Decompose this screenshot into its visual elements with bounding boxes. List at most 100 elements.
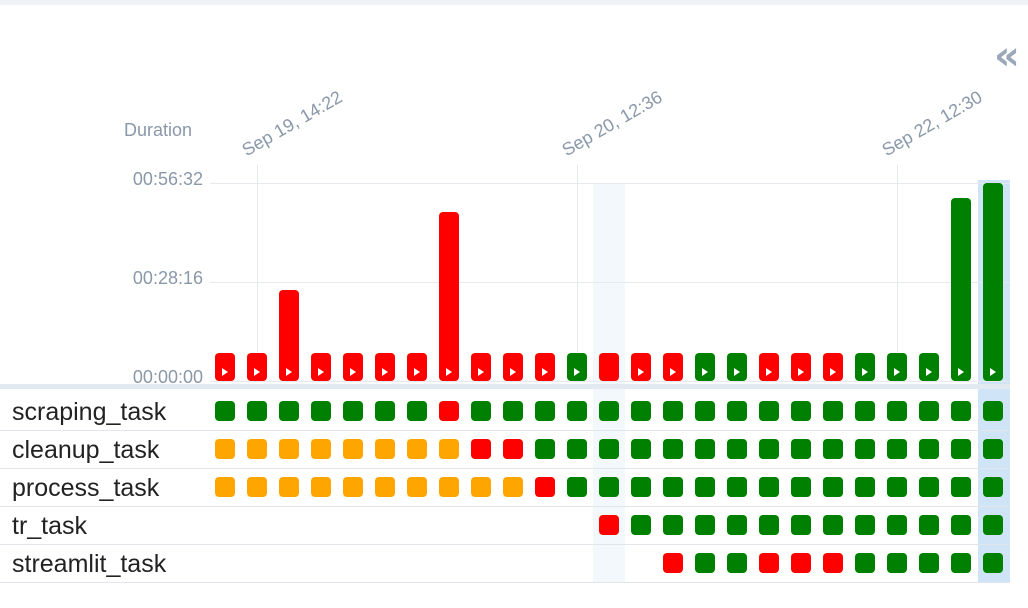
task-instance-cell[interactable] — [855, 515, 875, 535]
task-instance-cell[interactable] — [887, 477, 907, 497]
task-name-label[interactable]: cleanup_task — [12, 436, 160, 464]
task-instance-cell[interactable] — [919, 439, 939, 459]
task-instance-cell[interactable] — [855, 439, 875, 459]
task-instance-cell[interactable] — [887, 439, 907, 459]
task-instance-cell[interactable] — [471, 477, 491, 497]
task-instance-cell[interactable] — [663, 439, 683, 459]
task-instance-cell[interactable] — [407, 439, 427, 459]
task-instance-cell[interactable] — [919, 477, 939, 497]
task-instance-cell[interactable] — [887, 553, 907, 573]
run-bar[interactable] — [887, 353, 907, 381]
task-instance-cell[interactable] — [727, 439, 747, 459]
task-instance-cell[interactable] — [215, 439, 235, 459]
task-instance-cell[interactable] — [567, 401, 587, 421]
task-instance-cell[interactable] — [823, 477, 843, 497]
task-instance-cell[interactable] — [599, 477, 619, 497]
task-instance-cell[interactable] — [439, 401, 459, 421]
task-instance-cell[interactable] — [727, 515, 747, 535]
task-instance-cell[interactable] — [695, 553, 715, 573]
task-instance-cell[interactable] — [759, 477, 779, 497]
task-instance-cell[interactable] — [695, 515, 715, 535]
task-instance-cell[interactable] — [375, 477, 395, 497]
task-instance-cell[interactable] — [951, 439, 971, 459]
task-name-label[interactable]: tr_task — [12, 512, 88, 540]
task-instance-cell[interactable] — [695, 401, 715, 421]
task-instance-cell[interactable] — [631, 477, 651, 497]
task-instance-cell[interactable] — [759, 515, 779, 535]
run-bar[interactable] — [503, 353, 523, 381]
run-bar[interactable] — [535, 353, 555, 381]
task-instance-cell[interactable] — [727, 401, 747, 421]
run-bar[interactable] — [919, 353, 939, 381]
task-instance-cell[interactable] — [599, 439, 619, 459]
run-bar[interactable] — [759, 353, 779, 381]
task-instance-cell[interactable] — [791, 401, 811, 421]
task-instance-cell[interactable] — [695, 439, 715, 459]
task-instance-cell[interactable] — [631, 439, 651, 459]
task-instance-cell[interactable] — [311, 439, 331, 459]
task-instance-cell[interactable] — [631, 515, 651, 535]
run-bar[interactable] — [695, 353, 715, 381]
run-bar[interactable] — [375, 353, 395, 381]
task-instance-cell[interactable] — [279, 477, 299, 497]
task-instance-cell[interactable] — [503, 477, 523, 497]
task-instance-cell[interactable] — [823, 553, 843, 573]
task-instance-cell[interactable] — [343, 477, 363, 497]
task-instance-cell[interactable] — [791, 515, 811, 535]
task-instance-cell[interactable] — [215, 477, 235, 497]
run-bar[interactable] — [631, 353, 651, 381]
task-instance-cell[interactable] — [759, 401, 779, 421]
task-instance-cell[interactable] — [375, 439, 395, 459]
task-instance-cell[interactable] — [471, 439, 491, 459]
task-instance-cell[interactable] — [535, 439, 555, 459]
run-bar[interactable] — [215, 353, 235, 381]
task-instance-cell[interactable] — [983, 553, 1003, 573]
task-instance-cell[interactable] — [951, 515, 971, 535]
run-bar[interactable] — [343, 353, 363, 381]
run-bar[interactable] — [951, 198, 971, 381]
task-instance-cell[interactable] — [727, 553, 747, 573]
task-instance-cell[interactable] — [567, 477, 587, 497]
task-instance-cell[interactable] — [247, 477, 267, 497]
task-instance-cell[interactable] — [983, 477, 1003, 497]
task-instance-cell[interactable] — [951, 401, 971, 421]
task-instance-cell[interactable] — [823, 515, 843, 535]
task-instance-cell[interactable] — [503, 401, 523, 421]
task-instance-cell[interactable] — [439, 477, 459, 497]
run-bar[interactable] — [247, 353, 267, 381]
task-instance-cell[interactable] — [855, 553, 875, 573]
task-instance-cell[interactable] — [663, 553, 683, 573]
task-instance-cell[interactable] — [951, 553, 971, 573]
task-instance-cell[interactable] — [759, 553, 779, 573]
run-bar[interactable] — [727, 353, 747, 381]
task-name-label[interactable]: process_task — [12, 474, 160, 502]
task-instance-cell[interactable] — [535, 477, 555, 497]
task-instance-cell[interactable] — [983, 401, 1003, 421]
task-instance-cell[interactable] — [311, 477, 331, 497]
task-instance-cell[interactable] — [343, 401, 363, 421]
task-instance-cell[interactable] — [663, 477, 683, 497]
task-instance-cell[interactable] — [887, 401, 907, 421]
task-name-label[interactable]: scraping_task — [12, 398, 167, 426]
task-instance-cell[interactable] — [311, 401, 331, 421]
task-instance-cell[interactable] — [695, 477, 715, 497]
task-instance-cell[interactable] — [791, 439, 811, 459]
task-instance-cell[interactable] — [247, 439, 267, 459]
run-bar[interactable] — [279, 289, 299, 381]
run-bar[interactable] — [791, 353, 811, 381]
task-instance-cell[interactable] — [215, 401, 235, 421]
task-instance-cell[interactable] — [919, 401, 939, 421]
task-instance-cell[interactable] — [663, 515, 683, 535]
task-instance-cell[interactable] — [407, 477, 427, 497]
task-instance-cell[interactable] — [759, 439, 779, 459]
run-bar[interactable] — [663, 353, 683, 381]
task-instance-cell[interactable] — [247, 401, 267, 421]
task-instance-cell[interactable] — [919, 553, 939, 573]
task-instance-cell[interactable] — [439, 439, 459, 459]
task-instance-cell[interactable] — [599, 515, 619, 535]
task-instance-cell[interactable] — [599, 401, 619, 421]
task-instance-cell[interactable] — [343, 439, 363, 459]
task-instance-cell[interactable] — [791, 477, 811, 497]
run-bar[interactable] — [311, 353, 331, 381]
task-instance-cell[interactable] — [535, 401, 555, 421]
